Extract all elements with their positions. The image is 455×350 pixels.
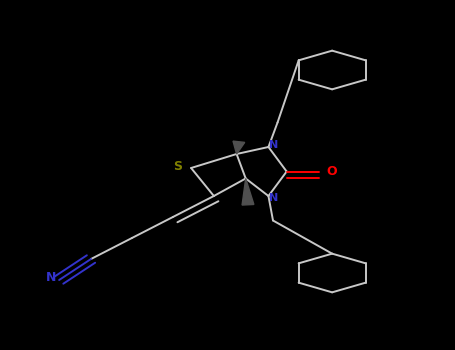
Polygon shape (233, 141, 245, 154)
Polygon shape (242, 178, 254, 205)
Text: O: O (326, 165, 337, 178)
Text: S: S (173, 160, 182, 173)
Text: N: N (46, 271, 56, 284)
Text: N: N (269, 193, 278, 203)
Text: N: N (269, 140, 278, 150)
